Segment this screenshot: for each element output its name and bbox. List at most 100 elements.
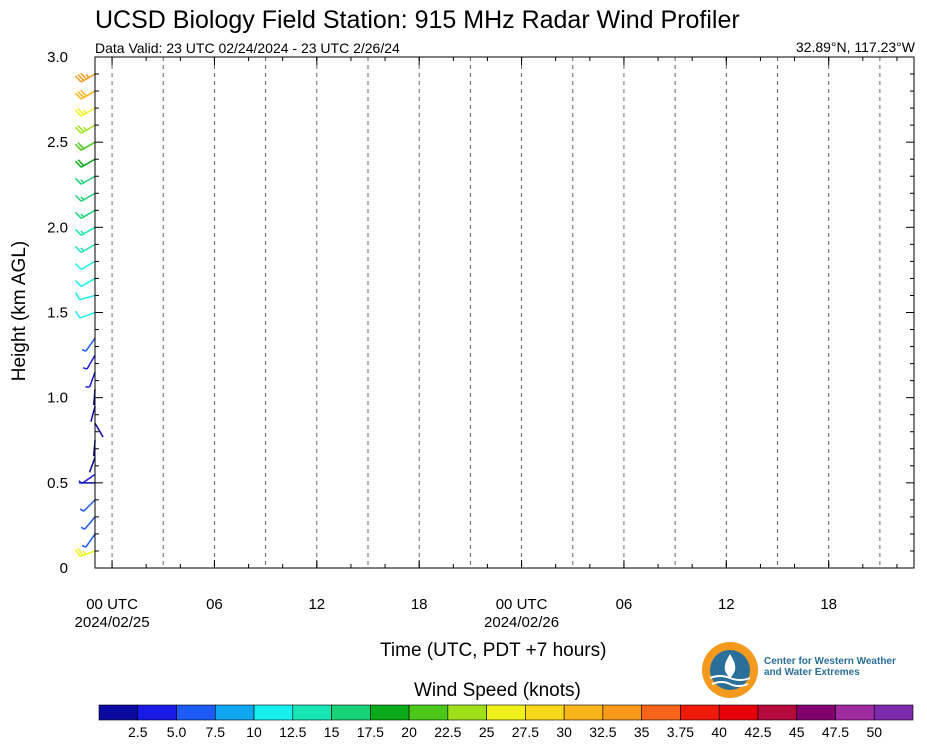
- barb-staff: [85, 337, 96, 352]
- barb-flag: [77, 74, 85, 82]
- colorbar: 2.5 5.0 7.5 10 12.5 15 17.5 20 22.5 25 27.5 30 32.5 3…: [98, 704, 914, 740]
- y-tick-label: 3.0: [47, 49, 68, 66]
- wind-barb: [74, 310, 96, 319]
- barb-staff: [79, 294, 96, 301]
- wind-barb: [88, 457, 96, 473]
- wind-barb: [74, 72, 96, 83]
- barb-flag: [74, 126, 82, 134]
- barb-flag: [74, 310, 81, 319]
- colorbar-swatch: [98, 704, 139, 721]
- colorbar-label: 30: [556, 724, 572, 740]
- barb-flag: [74, 279, 82, 287]
- barb-staff: [94, 422, 104, 438]
- barb-half-flag: [82, 126, 87, 131]
- barb-half-flag: [85, 74, 90, 79]
- x-tick-label: 00 UTC: [496, 596, 548, 613]
- barb-half-flag: [82, 550, 87, 555]
- barb-flag: [80, 72, 87, 80]
- colorbar-label: 22.5: [434, 724, 461, 740]
- barb-half-flag: [82, 109, 87, 114]
- colorbar-swatch: [253, 704, 294, 721]
- colorbar-label: 47.5: [822, 724, 849, 740]
- wind-barb: [74, 158, 96, 168]
- colorbar-label: 15: [324, 724, 340, 740]
- wind-barbs: [74, 72, 104, 558]
- barb-staff: [83, 499, 96, 512]
- colorbar-label: 17.5: [357, 724, 384, 740]
- barb-half-flag: [80, 196, 85, 201]
- barb-half-flag: [80, 179, 85, 184]
- colorbar-swatch: [873, 704, 914, 721]
- barb-staff: [88, 371, 96, 388]
- x-tick-label: 18: [820, 596, 837, 613]
- barb-flag: [77, 108, 85, 116]
- barb-staff: [85, 533, 96, 548]
- logo-line-2: and Water Extremes: [764, 667, 860, 678]
- colorbar-swatch: [757, 704, 798, 721]
- colorbar-swatch: [370, 704, 410, 721]
- colorbar-swatch: [176, 704, 216, 721]
- x-date-label: 2024/02/25: [75, 614, 150, 631]
- x-axis-label: Time (UTC, PDT +7 hours): [380, 640, 607, 661]
- barb-staff: [86, 354, 96, 370]
- logo-line-1: Center for Western Weather: [764, 656, 896, 667]
- barb-flag: [74, 75, 82, 83]
- barb-half-flag: [81, 544, 87, 548]
- barb-flag: [74, 211, 82, 219]
- colorbar-label: 20: [401, 724, 417, 740]
- colorbar-swatch: [331, 704, 371, 721]
- barb-flag: [80, 89, 87, 97]
- colorbar-swatch: [214, 704, 255, 721]
- colorbar-swatch: [137, 704, 177, 721]
- colorbar-label: 42.5: [744, 724, 771, 740]
- barb-flag: [74, 177, 82, 185]
- plot-frame: [94, 56, 915, 569]
- colorbar-swatch: [408, 704, 449, 721]
- time-gridlines: [111, 57, 881, 568]
- colorbar-label: 32.5: [589, 724, 616, 740]
- colorbar-swatch: [680, 704, 720, 721]
- wind-barb: [81, 533, 96, 548]
- x-tick-label: 18: [411, 596, 428, 613]
- barb-half-flag: [80, 230, 85, 235]
- barb-flag: [77, 548, 84, 556]
- wind-barb: [82, 354, 96, 370]
- cw3e-emblem-icon: [702, 642, 758, 698]
- wind-barb: [74, 124, 96, 134]
- colorbar-swatch: [447, 704, 487, 721]
- colorbar-label: 2.5: [128, 724, 148, 740]
- wind-barb: [81, 337, 96, 352]
- barb-flag: [74, 143, 82, 151]
- barb-flag: [77, 91, 85, 99]
- colorbar-label: 45: [789, 724, 805, 740]
- barb-flag: [74, 228, 82, 236]
- barb-half-flag: [81, 348, 87, 352]
- cw3e-logo-text: Center for Western Weather and Water Ext…: [764, 656, 896, 678]
- wind-barb: [78, 473, 96, 485]
- colorbar-label: 35: [634, 724, 650, 740]
- barb-flag: [74, 160, 82, 168]
- wind-barb: [74, 277, 96, 288]
- colorbar-label: 3.75: [667, 724, 694, 740]
- barb-flag: [74, 245, 82, 253]
- barb-half-flag: [80, 213, 85, 218]
- colorbar-swatch: [602, 704, 642, 721]
- barb-flag: [74, 92, 82, 100]
- wind-barb: [74, 107, 96, 117]
- wind-barb: [79, 499, 96, 512]
- barb-flag: [74, 109, 82, 117]
- colorbar-label: 10: [246, 724, 262, 740]
- wind-barb: [94, 422, 104, 438]
- barb-half-flag: [78, 480, 83, 485]
- wind-barb: [74, 209, 96, 219]
- x-date-label: 2024/02/26: [484, 614, 559, 631]
- station-coordinates: 32.89°N, 117.23°W: [795, 39, 915, 55]
- wind-barb: [74, 226, 96, 236]
- colorbar-label: 7.5: [206, 724, 226, 740]
- barb-staff: [81, 473, 96, 485]
- colorbar-label: 40: [711, 724, 727, 740]
- x-tick-label: 06: [206, 596, 223, 613]
- barb-half-flag: [80, 526, 86, 530]
- barb-flag: [74, 262, 82, 270]
